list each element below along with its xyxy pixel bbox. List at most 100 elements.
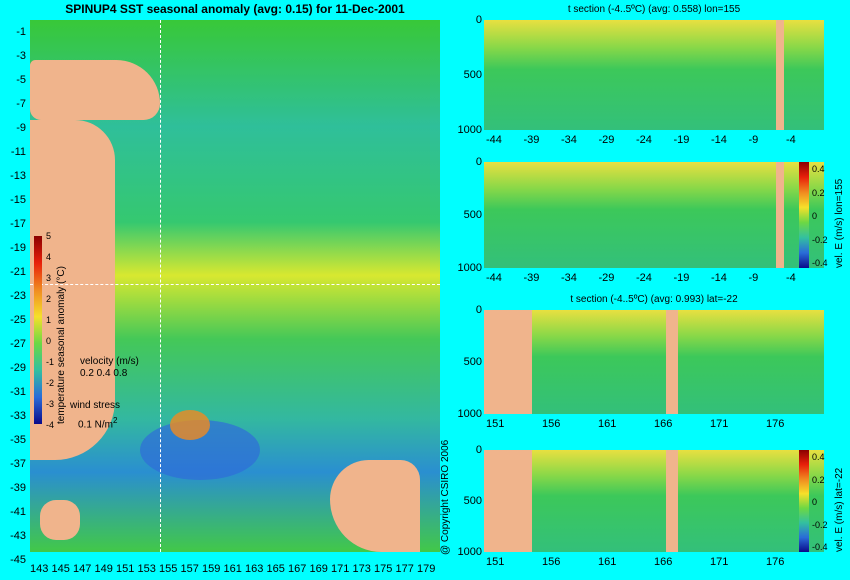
panel-x-tick: 156 [542,418,561,430]
map-x-tick: 155 [159,563,178,575]
panel-cb-label: vel. E (m/s) lat=-22 [834,467,845,552]
panel-x-tick: -44 [486,134,502,146]
colorbar-tick: -3 [46,399,55,409]
panel-x-tick: -29 [598,134,615,146]
panel-y-tick: 500 [463,69,482,81]
map-y-tick: -21 [10,266,26,278]
colorbar-label: temperature seasonal anomaly (°C) [56,266,67,424]
panel-x-tick: 171 [710,556,729,568]
map-y-tick: -7 [16,98,26,110]
panel-x-tick: -14 [711,134,727,146]
map-x-tick: 143 [30,563,49,575]
colorbar-tick: -2 [46,378,55,388]
panel-x-tick: 161 [598,556,617,568]
section-panel [484,450,824,552]
panel-y-tick: 500 [463,495,482,507]
section-land [776,162,784,268]
map-y-tick: -19 [10,242,26,254]
panel-x-tick: -19 [673,134,690,146]
wind-label: wind stress [70,400,121,411]
section-panel [484,20,824,130]
map-y-tick: -11 [10,146,26,158]
section-land [666,450,678,552]
panel-cb-tick: 0 [812,211,818,221]
panel-y-tick: 500 [463,356,482,368]
lon-line [160,20,161,552]
panel-x-tick: -34 [561,134,577,146]
land-tasmania [40,500,80,540]
colorbar-tick: 5 [46,231,52,241]
panel-x-tick: -24 [636,272,652,284]
panel-x-tick: 171 [710,418,729,430]
panel-cb-label: vel. E (m/s) lon=155 [834,178,845,268]
panel-cb-tick: -0.4 [812,258,828,268]
panel-x-tick: -9 [748,272,759,284]
panel-cb-tick: -0.2 [812,519,828,530]
panel-x-tick: 161 [598,418,617,430]
section-panel [484,162,824,268]
warm-anomaly [170,410,210,440]
map-y-tick: -15 [10,194,26,206]
map-y-tick: -45 [10,554,26,566]
panel-x-tick: 166 [654,418,673,430]
panel-y-tick: 500 [463,209,482,221]
section-land [666,310,678,414]
panel-cb-tick: 0 [812,497,818,507]
map-x-tick: 175 [374,563,393,575]
colorbar-tick: -1 [46,357,55,367]
map-y-tick: -3 [16,50,26,62]
velocity-label: velocity (m/s) [80,356,139,367]
section-land [484,450,532,552]
map-x-tick: 145 [51,563,70,575]
map-x-tick: 163 [245,563,264,575]
map-colorbar [34,236,42,424]
lat-line [30,284,440,285]
map-x-tick: 167 [288,563,307,575]
panel-x-tick: -29 [598,272,615,284]
map-y-tick: -9 [16,122,26,134]
section-land [484,310,532,414]
panel-x-tick: 156 [542,556,561,568]
map-y-tick: -29 [10,362,26,374]
panel-x-tick: -9 [748,134,759,146]
colorbar-tick: 3 [46,273,52,283]
map-y-tick: -17 [10,218,26,230]
map-x-tick: 149 [94,563,113,575]
map-y-tick: -27 [10,338,26,350]
map-y-tick: -39 [10,482,26,494]
panel-cb-tick: -0.4 [812,542,828,552]
wind-value-exp: 2 [113,416,118,425]
map-x-tick: 173 [352,563,371,575]
panel-y-tick: 0 [475,304,482,316]
panel-title: t section (-4..5ºC) (avg: 0.558) lon=155 [567,4,741,15]
panel-x-tick: 151 [486,418,505,430]
panel-y-tick: 1000 [457,124,482,136]
map-title: SPINUP4 SST seasonal anomaly (avg: 0.15)… [65,2,405,16]
map-x-tick: 177 [395,563,414,575]
map-y-tick: -31 [10,386,26,398]
panel-cb-tick: -0.2 [812,234,828,245]
panel-y-tick: 0 [475,444,482,456]
map-y-tick: -25 [10,314,26,326]
wind-value-text: 0.1 N/m [78,419,114,431]
panel-cb-tick: 0.4 [812,164,825,174]
land-new-guinea [30,60,160,120]
colorbar-tick: 2 [46,294,52,304]
panel-x-tick: 166 [654,556,673,568]
panel-y-tick: 1000 [457,408,482,420]
panel-cb-tick: 0.4 [812,452,825,462]
land-australia [30,120,115,460]
panel-colorbar [799,162,809,268]
panel-y-tick: 1000 [457,546,482,558]
map-x-tick: 147 [73,563,92,575]
sst-anomaly-map [30,20,440,552]
panel-title: t section (-4..5ºC) (avg: 0.993) lat=-22 [570,294,738,305]
panel-colorbar [799,450,809,552]
map-x-tick: 179 [417,563,436,575]
map-y-tick: -1 [16,26,26,38]
section-land [776,20,784,130]
map-y-tick: -13 [10,170,26,182]
map-x-tick: 171 [331,563,350,575]
colorbar-tick: 1 [46,315,52,325]
copyright-note: @ Copyright CSIRO 2006 [440,439,451,555]
